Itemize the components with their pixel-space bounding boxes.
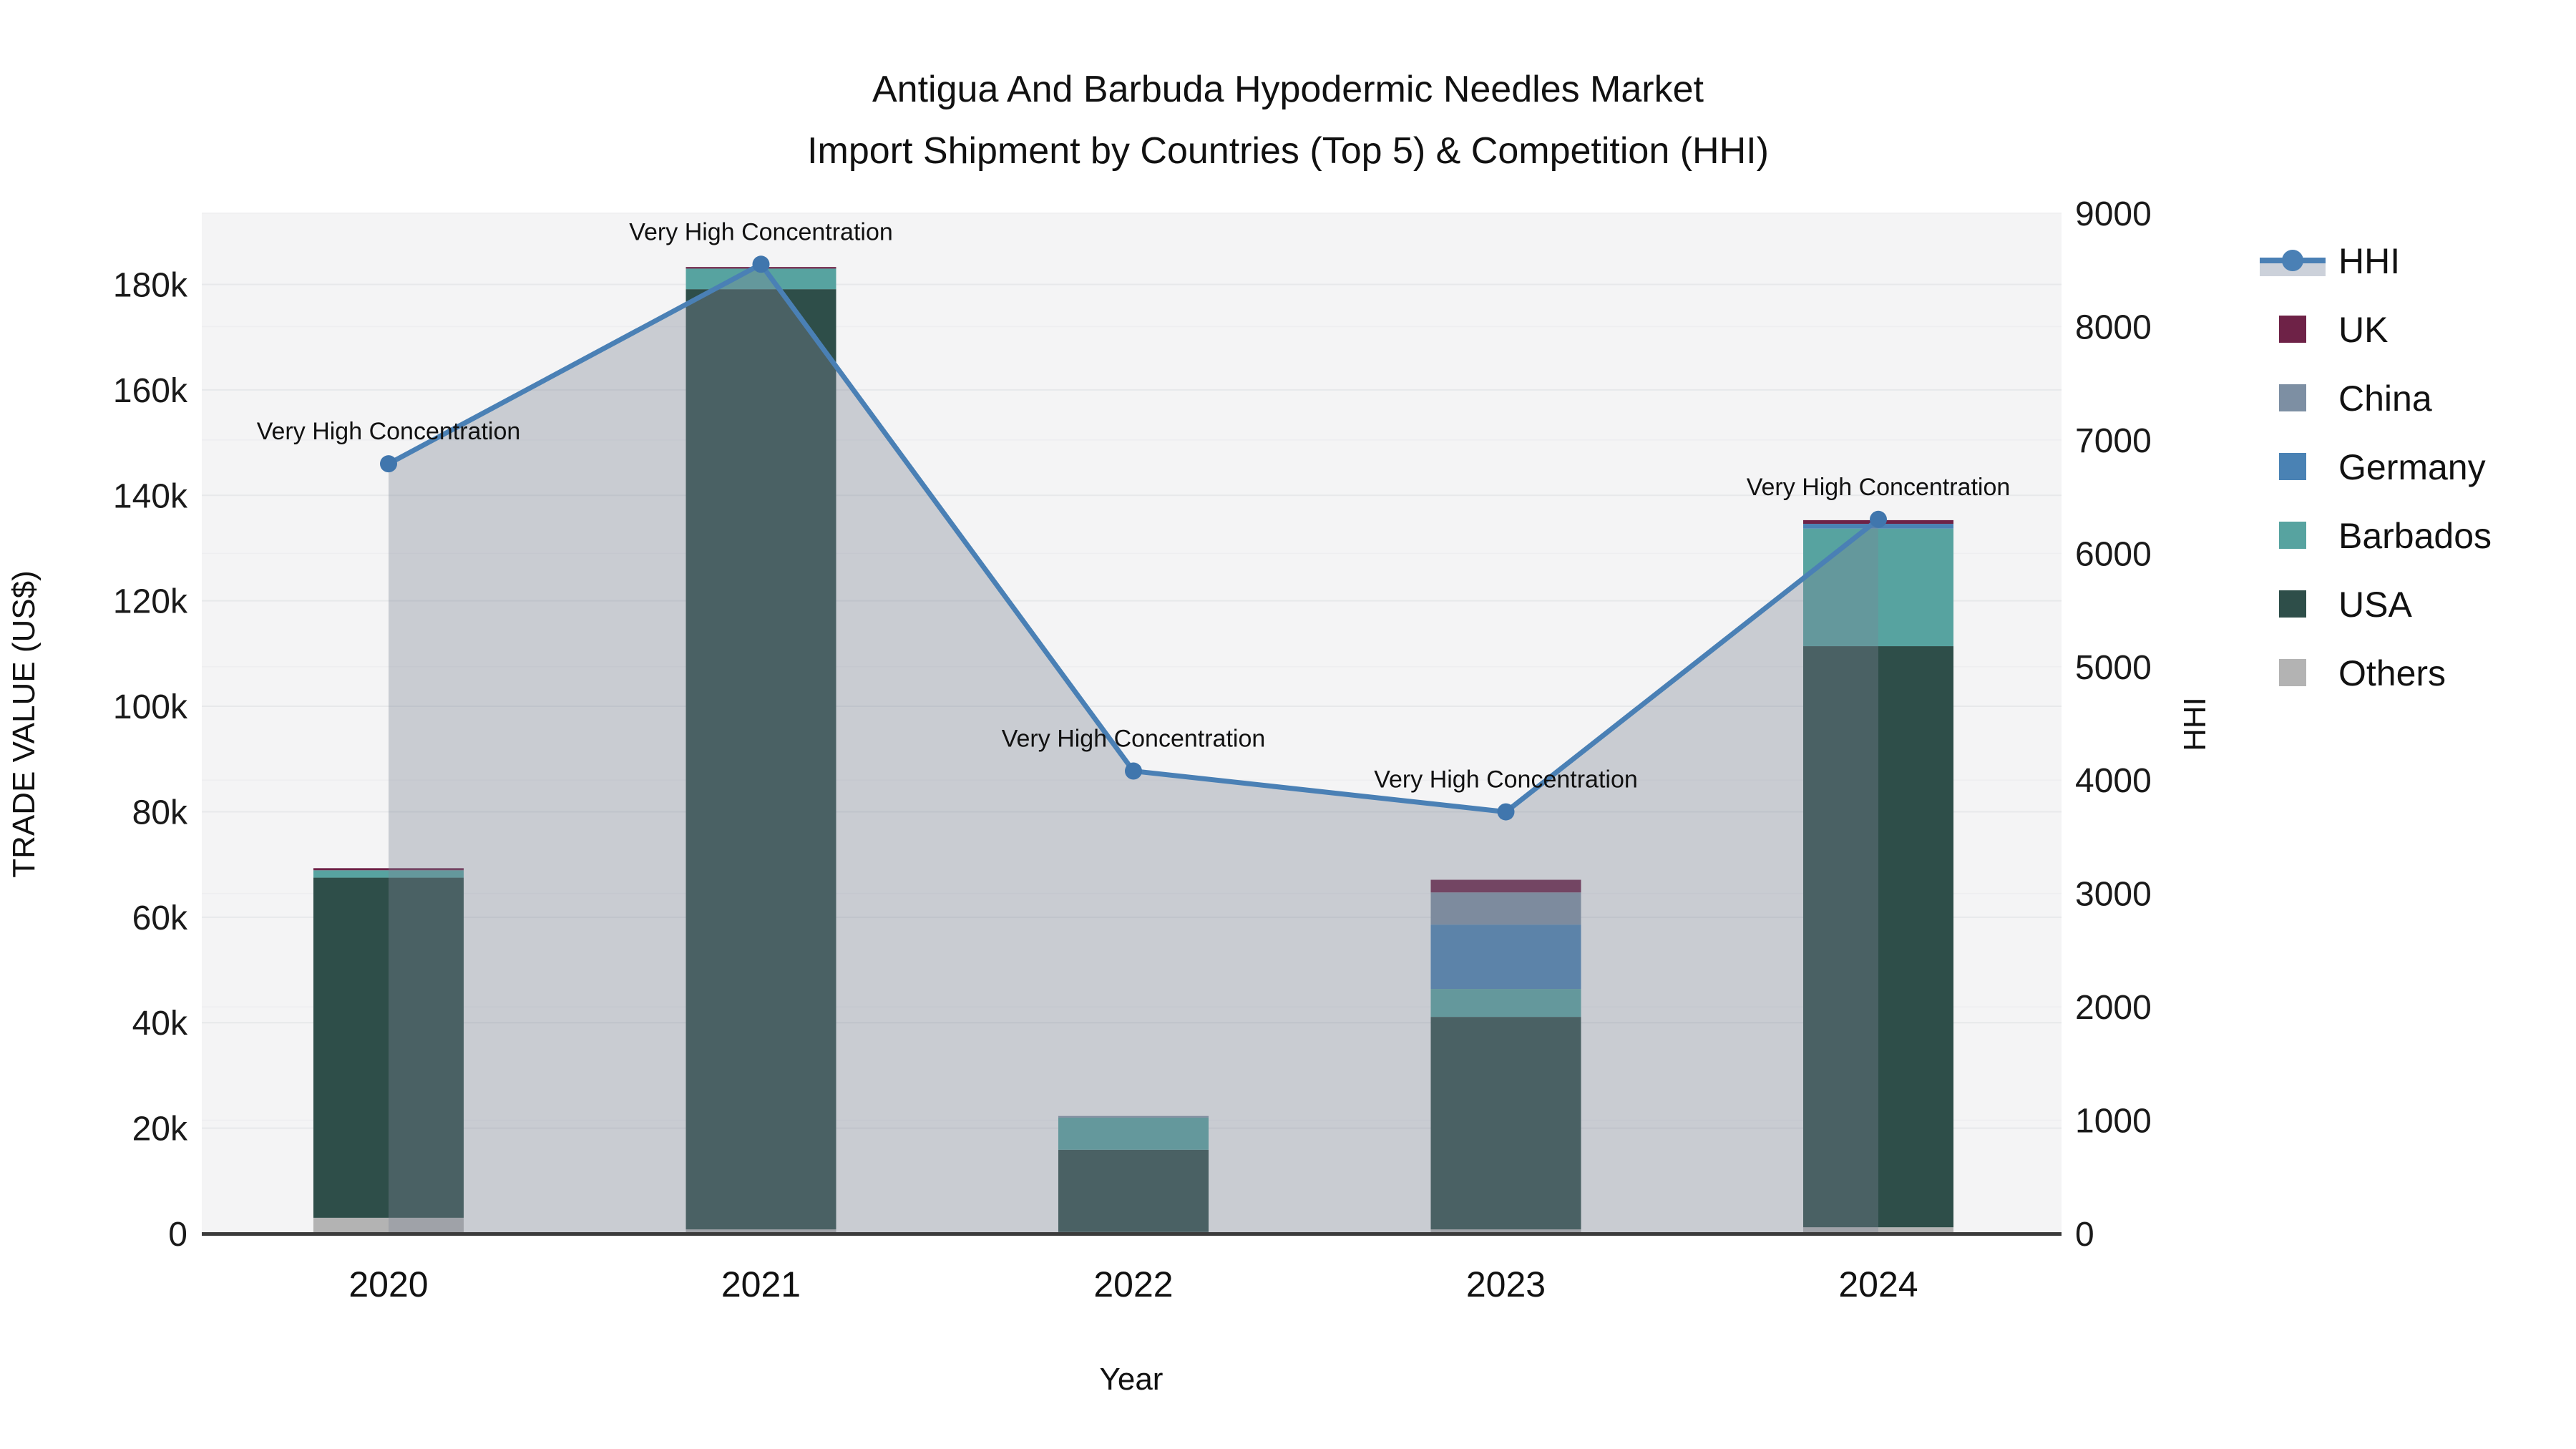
legend-label-hhi: HHI — [2338, 241, 2400, 281]
legend-label-uk: UK — [2338, 310, 2388, 350]
bar-segment-germany-2023[interactable] — [1430, 924, 1581, 990]
hhi-marker-2024[interactable] — [1870, 510, 1887, 528]
legend-swatch-uk — [2279, 316, 2306, 343]
bar-segment-usa-2023[interactable] — [1430, 1017, 1581, 1230]
y-left-tick: 40k — [132, 1005, 188, 1043]
x-tick-2024: 2024 — [1838, 1264, 1918, 1304]
bar-segment-usa-2022[interactable] — [1058, 1149, 1209, 1232]
x-tick-2023: 2023 — [1466, 1264, 1546, 1304]
legend-label-germany: Germany — [2338, 447, 2486, 487]
y-right-tick: 0 — [2075, 1216, 2094, 1254]
legend-item-china[interactable]: China — [2279, 379, 2432, 419]
y-left-tick: 160k — [113, 372, 188, 410]
x-tick-2021: 2021 — [721, 1264, 801, 1304]
bar-segment-china-2023[interactable] — [1430, 892, 1581, 925]
y-right-tick: 5000 — [2075, 649, 2152, 687]
legend-item-uk[interactable]: UK — [2279, 310, 2388, 350]
y-left-tick: 100k — [113, 688, 188, 726]
y-right-tick: 1000 — [2075, 1103, 2152, 1141]
annotation-2023: Very High Concentration — [1374, 766, 1638, 794]
legend-label-china: China — [2338, 379, 2432, 419]
bar-segment-others-2024[interactable] — [1803, 1227, 1953, 1234]
bar-segment-usa-2020[interactable] — [313, 877, 464, 1218]
legend: HHI UK China Germany Barbados USA Others — [2260, 241, 2492, 693]
annotation-2021: Very High Concentration — [629, 218, 893, 245]
y-left-tick: 180k — [113, 266, 188, 304]
annotation-2024: Very High Concentration — [1747, 474, 2011, 501]
bar-segment-barbados-2023[interactable] — [1430, 989, 1581, 1018]
bar-segment-others-2020[interactable] — [313, 1217, 464, 1234]
x-axis-line — [202, 1232, 2062, 1236]
legend-item-hhi[interactable]: HHI — [2260, 241, 2400, 281]
bar-segment-uk-2020[interactable] — [313, 868, 464, 871]
legend-swatch-germany — [2279, 453, 2306, 480]
legend-swatch-barbados — [2279, 522, 2306, 549]
bar-segment-barbados-2020[interactable] — [313, 870, 464, 878]
hhi-marker-2020[interactable] — [380, 455, 397, 473]
bar-segment-others-2023[interactable] — [1430, 1229, 1581, 1234]
plot-layer: Very High Concentration Very High Concent… — [113, 195, 2152, 1304]
annotation-2022: Very High Concentration — [1002, 726, 1266, 753]
hhi-marker-2023[interactable] — [1497, 803, 1515, 821]
y-right-tick: 8000 — [2075, 308, 2152, 346]
legend-hhi-marker-sample — [2282, 250, 2303, 271]
legend-swatch-others — [2279, 659, 2306, 686]
legend-item-barbados[interactable]: Barbados — [2279, 516, 2492, 556]
legend-label-others: Others — [2338, 653, 2446, 693]
y-right-tick: 2000 — [2075, 989, 2152, 1027]
hhi-area — [389, 264, 1878, 1234]
hhi-marker-2021[interactable] — [752, 255, 770, 273]
x-axis-title: Year — [1100, 1362, 1163, 1397]
bar-segment-barbados-2022[interactable] — [1058, 1117, 1209, 1150]
y-right-tick: 3000 — [2075, 876, 2152, 914]
bar-segment-usa-2021[interactable] — [686, 289, 836, 1230]
y-right-tick: 6000 — [2075, 535, 2152, 573]
y-left-tick: 120k — [113, 583, 188, 621]
legend-label-usa: USA — [2338, 585, 2412, 625]
x-tick-2020: 2020 — [348, 1264, 428, 1304]
y-left-tick: 80k — [132, 794, 188, 831]
y-left-tick: 140k — [113, 477, 188, 515]
hhi-marker-2022[interactable] — [1125, 762, 1142, 780]
bar-segment-barbados-2024[interactable] — [1803, 528, 1953, 647]
x-tick-2022: 2022 — [1093, 1264, 1173, 1304]
y-left-tick: 60k — [132, 899, 188, 937]
y-left-tick: 20k — [132, 1111, 188, 1148]
legend-swatch-usa — [2279, 590, 2306, 618]
legend-label-barbados: Barbados — [2338, 516, 2492, 556]
bar-segment-uk-2023[interactable] — [1430, 879, 1581, 893]
bar-segment-china-2022[interactable] — [1058, 1116, 1209, 1118]
y2-axis-title: HHI — [2177, 697, 2212, 751]
y-right-tick: 9000 — [2075, 195, 2152, 233]
legend-swatch-china — [2279, 384, 2306, 411]
y-right-tick: 7000 — [2075, 422, 2152, 460]
chart-title-line1: Antigua And Barbuda Hypodermic Needles M… — [872, 69, 1704, 110]
y-axis-title: TRADE VALUE (US$) — [6, 570, 42, 878]
legend-item-germany[interactable]: Germany — [2279, 447, 2486, 487]
y-right-tick: 4000 — [2075, 762, 2152, 800]
plot-background — [202, 213, 2062, 1234]
legend-item-others[interactable]: Others — [2279, 653, 2446, 693]
chart-title-line2: Import Shipment by Countries (Top 5) & C… — [807, 130, 1769, 172]
legend-item-usa[interactable]: USA — [2279, 585, 2412, 625]
bar-segment-usa-2024[interactable] — [1803, 646, 1953, 1228]
y-left-tick: 0 — [168, 1216, 187, 1254]
annotation-2020: Very High Concentration — [257, 418, 521, 445]
bar-segment-others-2021[interactable] — [686, 1229, 836, 1234]
